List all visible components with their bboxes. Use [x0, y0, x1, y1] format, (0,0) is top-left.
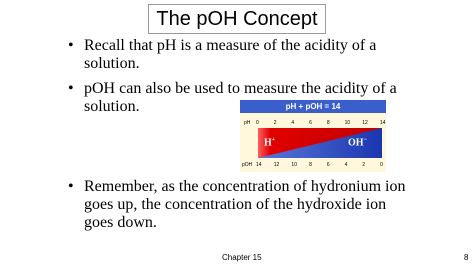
ph-tick: 0 [256, 120, 259, 126]
bullet-line: Recall that pH is a measure of the acidi… [84, 37, 377, 54]
bullet-dot: • [68, 178, 74, 195]
poh-tick: 8 [309, 162, 312, 168]
poh-tick: 6 [326, 162, 330, 168]
acid-ion: H+ [264, 137, 275, 148]
ph-tick: 10 [344, 120, 351, 126]
poh-tick: 12 [273, 162, 280, 168]
figure-title: pH + pOH = 14 [240, 100, 386, 113]
ph-tick: 12 [362, 120, 368, 126]
bullet-line: goes up, the concentration of the hydrox… [84, 196, 387, 213]
ph-tick: 6 [309, 120, 312, 126]
poh-tick: 14 [256, 162, 262, 168]
ph-tick: 2 [273, 120, 277, 126]
bullet-line: Remember, as the concentration of hydron… [84, 178, 406, 195]
bullet-line: solution. [84, 55, 140, 72]
acid-text: H [264, 137, 272, 149]
poh-tick: 0 [380, 162, 383, 168]
ph-label: pH [244, 120, 251, 126]
base-text: OH [348, 137, 364, 149]
ph-tick: 14 [380, 120, 386, 126]
poh-tick: 4 [344, 162, 348, 168]
bullet-line: pOH can also be used to measure the acid… [84, 80, 397, 97]
title-box: The pOH Concept [148, 4, 326, 34]
acid-region [258, 128, 382, 158]
bullet-line: solution. [84, 98, 140, 115]
ph-figure: pH + pOH = 14 H+ OH− pH pOH 0 2 4 6 8 10 12 14 1… [240, 100, 386, 172]
acid-sup: + [271, 137, 276, 143]
ph-tick: 8 [326, 120, 330, 126]
poh-tick: 10 [291, 162, 297, 168]
ph-tick: 4 [291, 120, 295, 126]
page-number: 8 [464, 253, 469, 262]
base-sup: − [363, 137, 367, 143]
bullet-dot: • [68, 80, 74, 97]
slide-title: The pOH Concept [156, 8, 318, 30]
base-ion: OH− [348, 137, 367, 148]
ph-gradient-bar [258, 128, 382, 158]
poh-label: pOH [242, 162, 253, 168]
chapter-label: Chapter 15 [222, 253, 262, 262]
bullet-dot: • [68, 37, 74, 54]
bullet-line: goes down. [84, 214, 157, 231]
poh-tick: 2 [362, 162, 366, 168]
